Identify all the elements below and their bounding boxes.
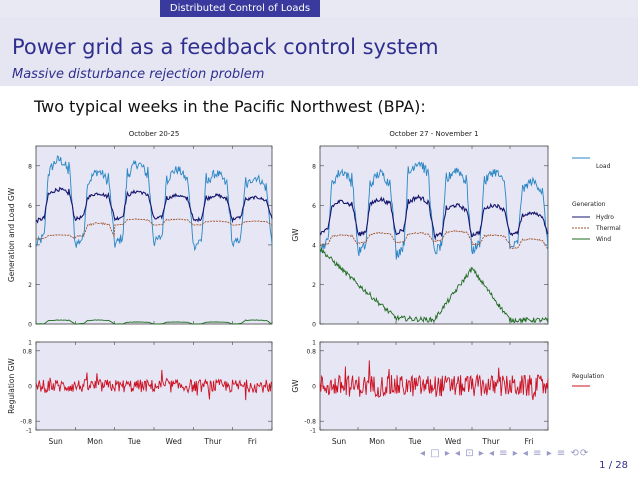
x-tick-label: Thur: [203, 437, 222, 446]
page-number: 1 / 28: [599, 460, 628, 471]
y-axis-label: GW: [291, 379, 300, 393]
x-tick-label: Fri: [525, 437, 534, 446]
y-tick-label: 8: [312, 163, 316, 170]
plot-area: [35, 145, 273, 325]
chart-title-week2: October 27 - November 1: [389, 130, 478, 138]
legend-hydro-label: Hydro: [596, 214, 614, 221]
series-regulation-line: [35, 369, 273, 401]
y-axis-label: Regulation GW: [7, 358, 16, 414]
slide-intro: Two typical weeks in the Pacific Northwe…: [34, 97, 426, 116]
series-regulation-line: [319, 360, 549, 401]
y-tick-label: 2: [28, 282, 32, 289]
series-load-line: [319, 161, 549, 260]
x-tick-label: Wed: [165, 437, 182, 446]
series-wind-line: [319, 246, 549, 325]
y-tick-label: -0.8: [20, 419, 32, 426]
y-tick-label: 4: [28, 242, 32, 249]
y-tick-label: -0.8: [304, 419, 316, 426]
x-tick-label: Sun: [332, 437, 347, 446]
header-bar: Distributed Control of Loads: [0, 0, 638, 17]
x-tick-label: Mon: [369, 437, 385, 446]
y-tick-label: -1: [26, 428, 32, 435]
y-tick-label: 1: [28, 340, 32, 347]
legend-generation-heading: Generation: [572, 201, 606, 208]
x-tick-label: Tue: [408, 437, 422, 446]
y-tick-label: 0.8: [22, 348, 32, 355]
y-tick-label: 4: [312, 242, 316, 249]
y-tick-label: 8: [28, 163, 32, 170]
y-tick-label: 6: [28, 203, 32, 210]
y-tick-label: -1: [310, 428, 316, 435]
series-hydro-line: [35, 186, 273, 224]
x-tick-label: Thur: [481, 437, 500, 446]
header-left-segment: [0, 0, 160, 17]
slide-subtitle: Massive disturbance rejection problem: [12, 67, 265, 82]
beamer-navigation[interactable]: ◂ □ ▸ ◂ ⊡ ▸ ◂ ≡ ▸ ◂ ≡ ▸ ≡ ⟲⟳: [420, 448, 590, 459]
y-tick-label: 0: [312, 384, 316, 391]
y-axis-label: GW: [291, 228, 300, 242]
x-tick-label: Sun: [49, 437, 64, 446]
legend-regulation-label: Regulation: [572, 373, 604, 380]
frame-title-block: Power grid as a feedback control system …: [0, 17, 638, 86]
y-tick-label: 2: [312, 282, 316, 289]
presentation-title: Distributed Control of Loads: [160, 0, 320, 17]
legend-thermal-label: Thermal: [595, 225, 621, 232]
y-tick-label: 0: [28, 322, 32, 329]
series-thermal-line: [319, 230, 549, 250]
legend-load-label: Load: [596, 163, 611, 170]
y-tick-label: 0: [312, 322, 316, 329]
y-tick-label: 0: [28, 384, 32, 391]
series-load-line: [35, 155, 273, 252]
legend-wind-label: Wind: [596, 236, 611, 243]
chart-title-week1: October 20-25: [129, 130, 180, 138]
x-tick-label: Tue: [127, 437, 141, 446]
x-tick-label: Wed: [445, 437, 462, 446]
series-hydro-line: [319, 194, 549, 241]
x-tick-label: Fri: [248, 437, 257, 446]
y-tick-label: 6: [312, 203, 316, 210]
series-thermal-line: [35, 218, 273, 240]
slide-title: Power grid as a feedback control system: [12, 35, 439, 59]
x-tick-label: Mon: [87, 437, 103, 446]
y-tick-label: 0.8: [306, 348, 316, 355]
header-right-segment: [320, 0, 638, 17]
y-axis-label: Generation and Load GW: [7, 187, 16, 282]
y-tick-label: 1: [312, 340, 316, 347]
plot-area: [319, 341, 549, 431]
series-wind-line: [35, 319, 273, 325]
